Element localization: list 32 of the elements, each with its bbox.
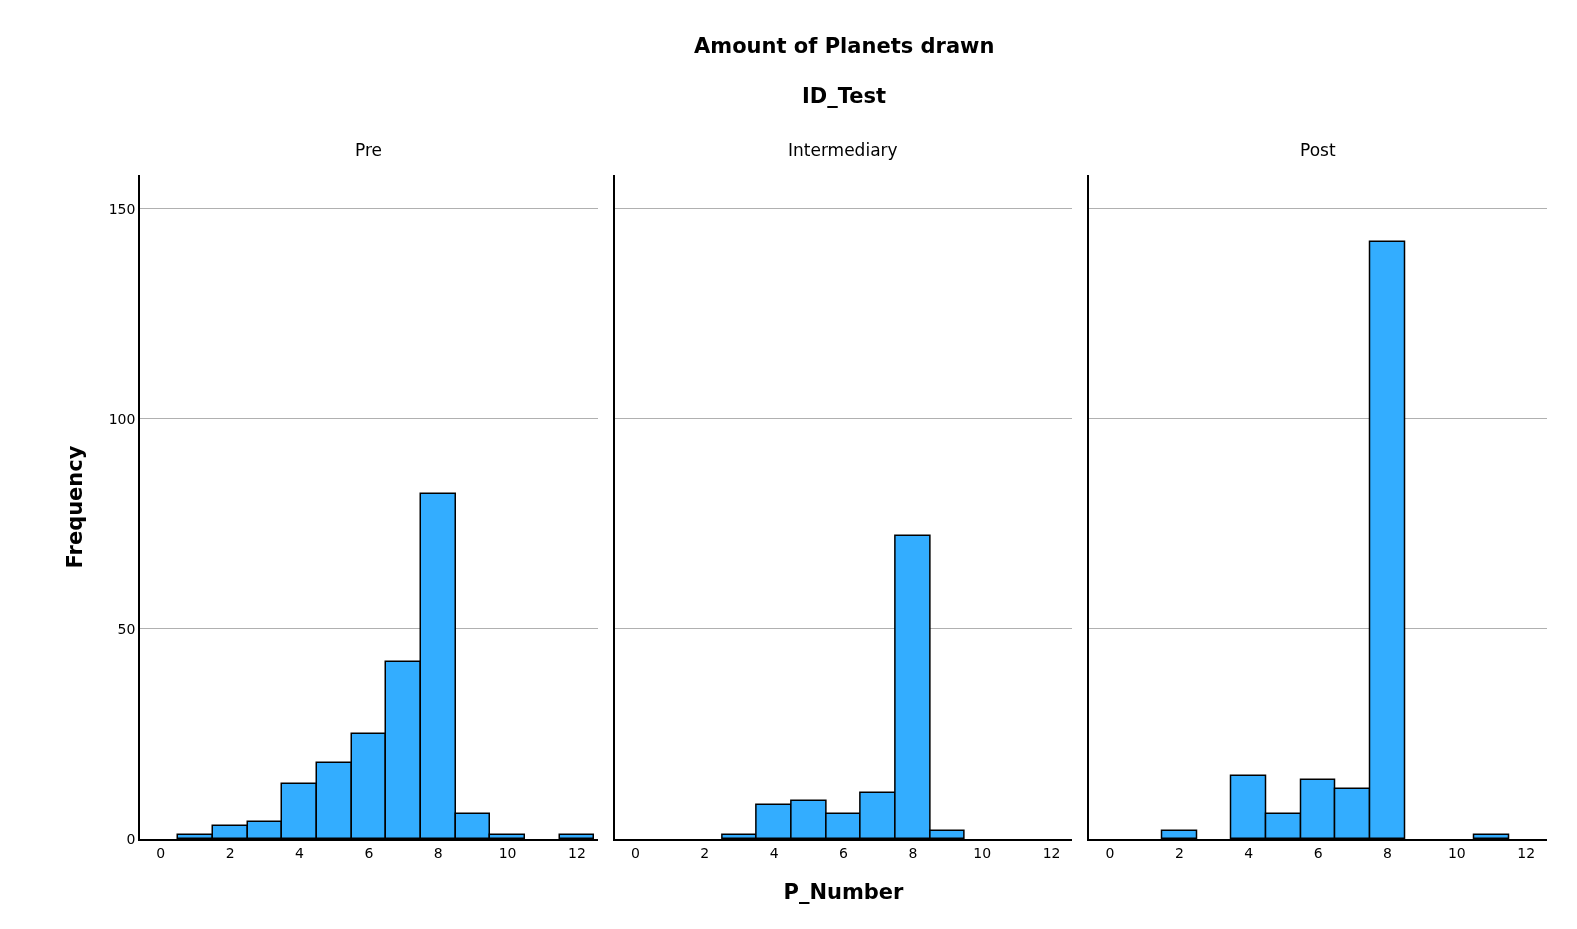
x-tick-label: 0 bbox=[1105, 844, 1115, 861]
x-tick-label: 10 bbox=[1447, 844, 1466, 861]
x-tick-label: 6 bbox=[1313, 844, 1323, 861]
y-tick-label: 0 bbox=[126, 830, 136, 847]
x-tick-label: 8 bbox=[1383, 844, 1392, 861]
x-tick-label: 0 bbox=[630, 844, 640, 861]
x-tick-label: 4 bbox=[769, 844, 779, 861]
x-tick-label: 10 bbox=[498, 844, 517, 861]
y-axis-title: Frequency bbox=[63, 445, 88, 569]
y-tick-label: 100 bbox=[108, 410, 136, 427]
x-tick-label: 2 bbox=[225, 844, 235, 861]
x-tick-label: 4 bbox=[1244, 844, 1254, 861]
x-tick-label: 8 bbox=[908, 844, 918, 861]
x-tick-label: 8 bbox=[433, 844, 443, 861]
text: ID_Test bbox=[802, 84, 887, 108]
chart-title: Pre bbox=[355, 140, 383, 160]
chart-title: Post bbox=[1300, 140, 1336, 160]
x-tick-label: 2 bbox=[700, 844, 710, 861]
x-axis-title: P_Number bbox=[783, 880, 905, 905]
x-tick-label: 12 bbox=[1517, 844, 1536, 861]
x-tick-label: 4 bbox=[295, 844, 305, 861]
y-tick-label: 150 bbox=[108, 200, 136, 217]
chart-title: Intermediary bbox=[788, 140, 898, 160]
x-tick-label: 10 bbox=[973, 844, 992, 861]
x-tick-label: 6 bbox=[364, 844, 374, 861]
x-tick-label: 12 bbox=[568, 844, 586, 861]
y-tick-label: 50 bbox=[117, 620, 136, 637]
x-tick-label: 6 bbox=[839, 844, 849, 861]
text: Amount of Planets drawn bbox=[694, 34, 995, 58]
x-tick-label: 2 bbox=[1174, 844, 1184, 861]
x-tick-label: 12 bbox=[1042, 844, 1061, 861]
x-tick-label: 0 bbox=[156, 844, 166, 861]
